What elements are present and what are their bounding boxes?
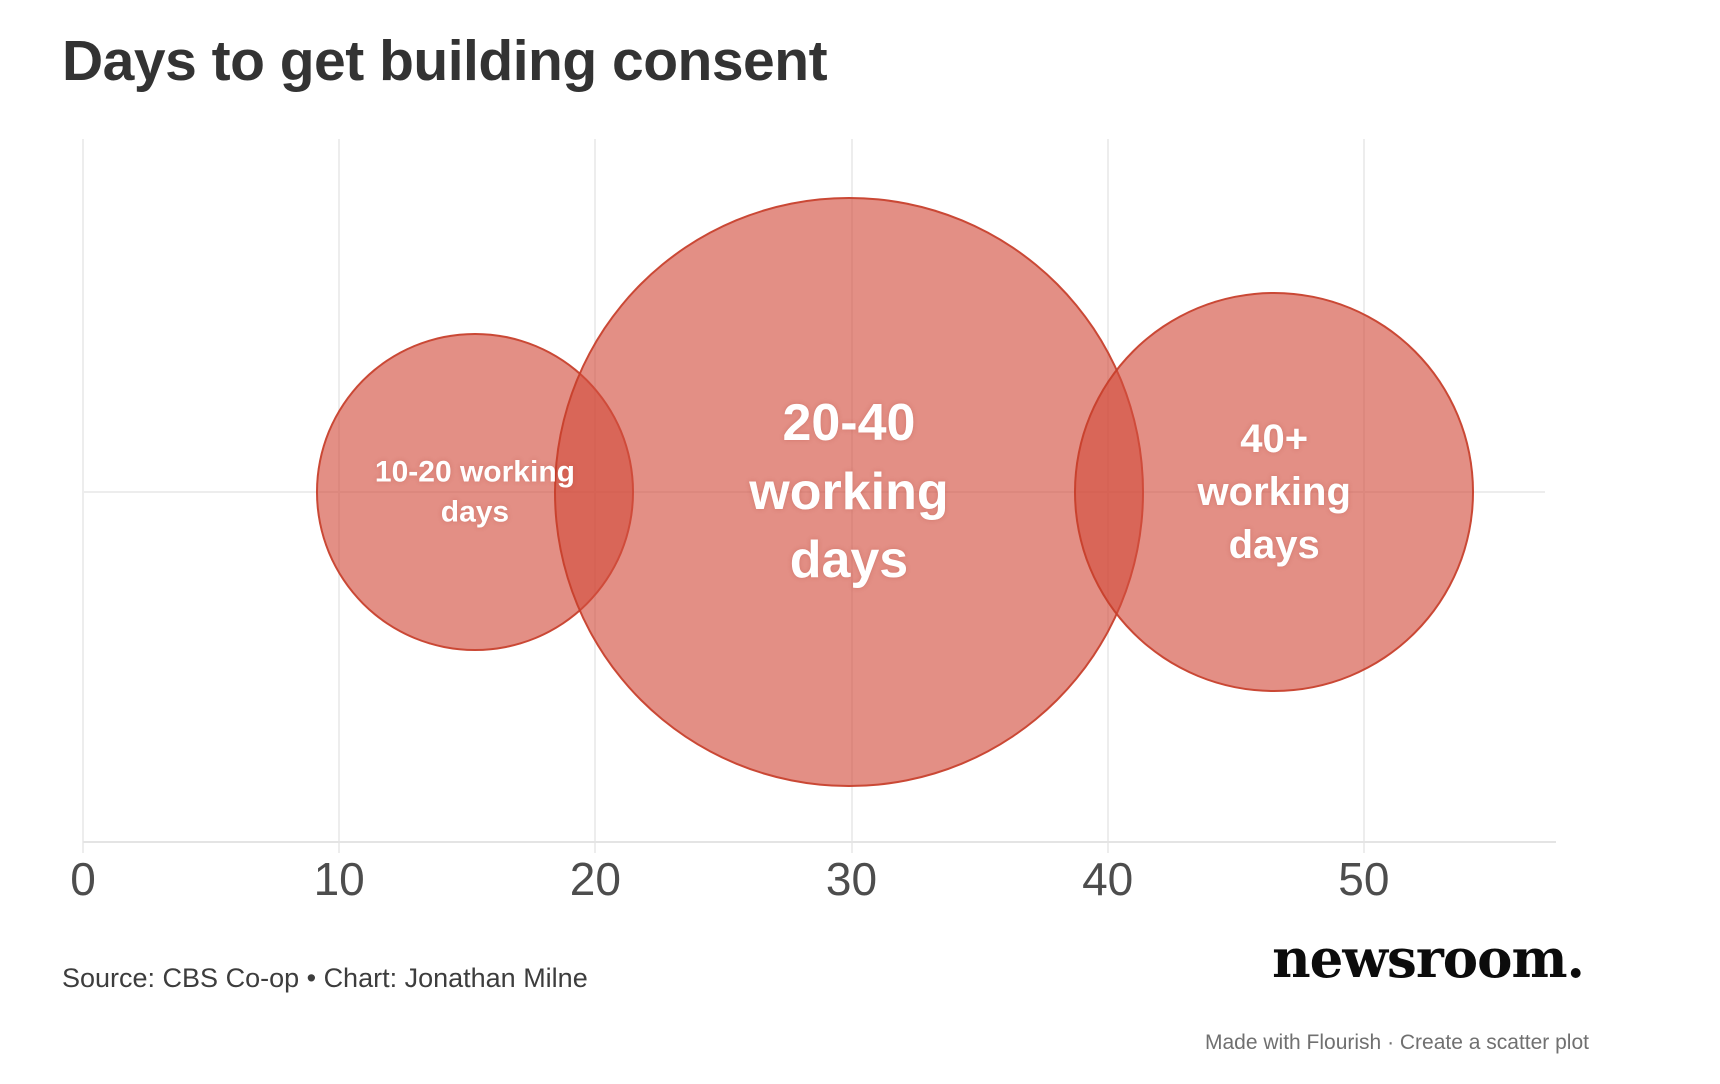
- x-tick-label: 20: [569, 853, 621, 905]
- data-bubble[interactable]: [554, 197, 1144, 787]
- bubble-label-line: days: [789, 531, 909, 590]
- bubble-label: 40+ working days: [1198, 413, 1351, 571]
- x-tick-label: 10: [313, 853, 365, 905]
- bubble-label-line: working: [749, 462, 949, 521]
- x-gridline: [82, 139, 84, 853]
- chart-title: Days to get building consent: [62, 29, 828, 93]
- bubble-label-line: working: [1197, 469, 1351, 514]
- bubble-label-line: 20-40: [782, 394, 916, 453]
- bubble-label: 20-40 working days: [749, 389, 948, 595]
- flourish-credit[interactable]: Made with Flourish · Create a scatter pl…: [1205, 1031, 1589, 1054]
- bubble-label-line: days: [1228, 522, 1320, 567]
- bubble-label-line: 10-20 working: [374, 455, 575, 489]
- x-tick-label: 30: [825, 853, 878, 905]
- x-axis-line: [83, 841, 1556, 843]
- source-credit: Source: CBS Co-op • Chart: Jonathan Miln…: [62, 963, 588, 993]
- data-bubble[interactable]: [1074, 292, 1475, 692]
- bubble-label-line: days: [440, 495, 510, 528]
- x-tick-label: 40: [1082, 853, 1134, 905]
- bubble-label: 10-20 working days: [375, 452, 575, 531]
- x-tick-label: 0: [70, 853, 96, 905]
- x-tick-label: 50: [1338, 853, 1390, 905]
- plot-area: 0 10 20 30 40 50 10-20 working days 20-40 working…: [70, 139, 1556, 902]
- newsroom-logo: newsroom.: [1272, 928, 1585, 990]
- bubble-label-line: 40+: [1240, 416, 1309, 461]
